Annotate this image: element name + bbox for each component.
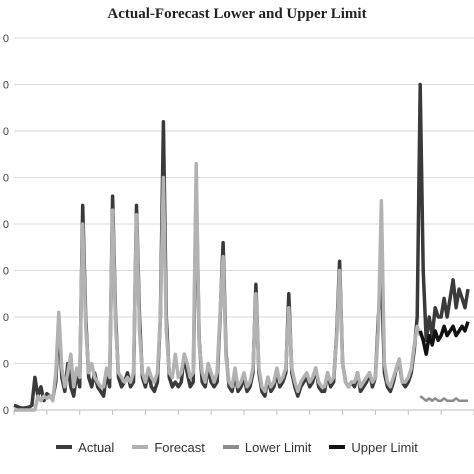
y-tick-label-4: 0 xyxy=(3,219,9,231)
x-axis xyxy=(13,409,474,415)
chart-title: Actual-Forecast Lower and Upper Limit xyxy=(107,6,367,22)
legend-swatch-actual xyxy=(56,445,73,449)
legend-item-forecast: Forecast xyxy=(132,440,205,455)
y-tick-labels: 0 0 0 0 0 0 0 0 0 xyxy=(3,33,9,417)
legend-swatch-forecast xyxy=(132,445,149,449)
y-tick-label-3: 0 xyxy=(3,266,9,278)
series-line-forecast xyxy=(14,161,422,412)
legend-item-lower-limit: Lower Limit xyxy=(222,439,312,455)
y-tick-label-1: 0 xyxy=(3,359,9,371)
series-line-lower-limit xyxy=(419,395,468,402)
y-tick-label-2: 0 xyxy=(3,312,9,324)
legend-swatch-upper-limit xyxy=(329,445,346,449)
chart-legend: Actual Forecast Lower Limit Upper Limit xyxy=(0,437,474,457)
legend-item-upper-limit: Upper Limit xyxy=(329,439,418,455)
y-tick-label-8: 0 xyxy=(3,33,9,45)
legend-label-lower-limit: Lower Limit xyxy=(244,439,312,455)
legend-label-upper-limit: Upper Limit xyxy=(351,439,418,455)
legend-swatch-lower-limit xyxy=(222,445,239,449)
legend-label-forecast: Forecast xyxy=(154,439,205,455)
y-tick-label-7: 0 xyxy=(3,80,9,92)
y-tick-label-6: 0 xyxy=(3,126,9,138)
series-line-upper-limit xyxy=(418,321,470,356)
y-tick-label-0: 0 xyxy=(3,405,9,417)
legend-item-actual: Actual xyxy=(56,440,114,455)
legend-label-actual: Actual xyxy=(78,439,115,455)
y-tick-label-5: 0 xyxy=(3,173,9,185)
chart-grid xyxy=(14,37,474,364)
series-lines xyxy=(13,82,470,412)
